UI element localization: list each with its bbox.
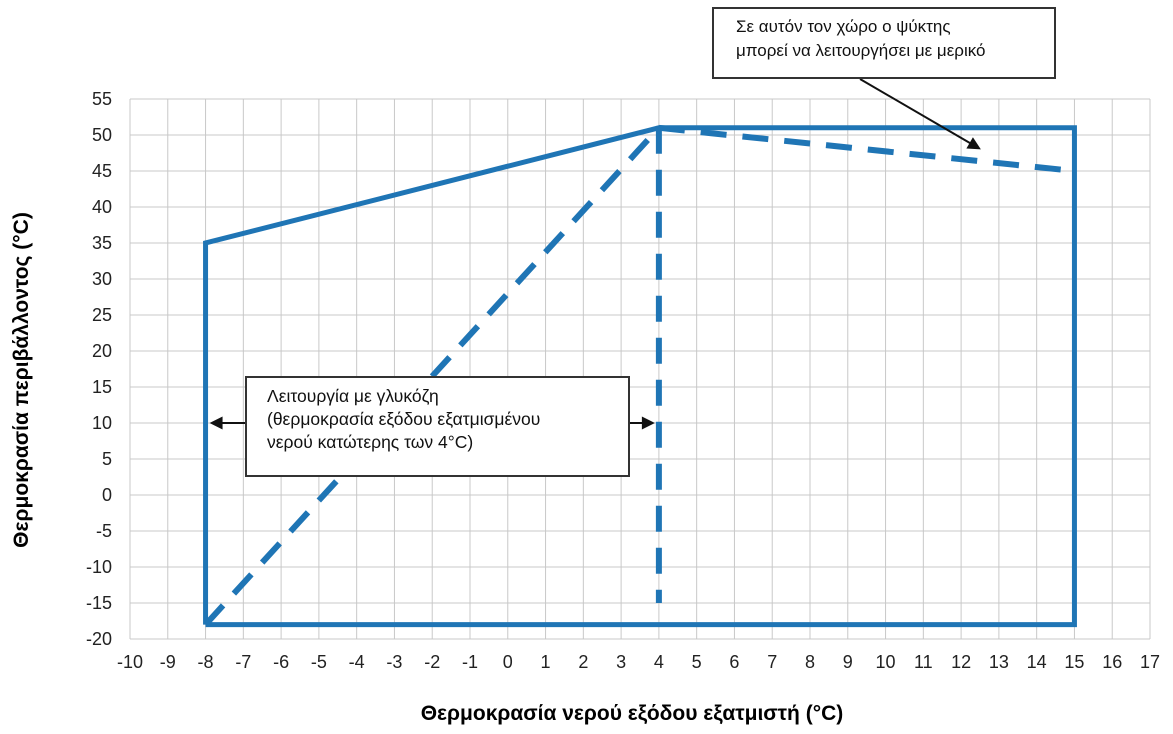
x-tick-label: -3: [386, 652, 402, 672]
grid: [129, 98, 1151, 640]
annotation-glucose-line-2: (θερμοκρασία εξόδου εξατμισμένου: [267, 409, 541, 429]
x-tick-label: 16: [1102, 652, 1122, 672]
y-tick-label: 55: [92, 89, 112, 109]
annotation-glucose: Λειτουργία με γλυκόζη (θερμοκρασία εξόδο…: [245, 376, 630, 477]
x-tick-label: -1: [462, 652, 478, 672]
annotation-glucose-line-1: Λειτουργία με γλυκόζη: [267, 386, 439, 406]
y-tick-label: -10: [86, 557, 112, 577]
x-tick-label: -4: [349, 652, 365, 672]
x-tick-label: -6: [273, 652, 289, 672]
x-tick-label: 3: [616, 652, 626, 672]
x-tick-label: -5: [311, 652, 327, 672]
x-tick-label: -2: [424, 652, 440, 672]
x-tick-label: 2: [578, 652, 588, 672]
y-tick-label: -20: [86, 629, 112, 649]
x-tick-label: -7: [235, 652, 251, 672]
y-tick-label: 35: [92, 233, 112, 253]
annotation-partial-line-2: μπορεί να λειτουργήσει με μερικό: [736, 41, 986, 60]
x-tick-label: -8: [198, 652, 214, 672]
y-tick-label: 45: [92, 161, 112, 181]
x-tick-label: 5: [692, 652, 702, 672]
y-tick-label: 15: [92, 377, 112, 397]
x-tick-label: 12: [951, 652, 971, 672]
y-tick-label: 20: [92, 341, 112, 361]
y-tick-label: -15: [86, 593, 112, 613]
x-tick-label: 9: [843, 652, 853, 672]
x-tick-label: 13: [989, 652, 1009, 672]
y-tick-label: 25: [92, 305, 112, 325]
y-tick-label: 0: [102, 485, 112, 505]
x-tick-label: -9: [160, 652, 176, 672]
y-tick-label: -5: [96, 521, 112, 541]
y-axis-title: Θερμοκρασία περιβάλλοντος (°C): [10, 212, 33, 548]
y-tick-label: 40: [92, 197, 112, 217]
partial-arrow-head: [966, 137, 981, 150]
x-tick-label: 14: [1027, 652, 1047, 672]
annotation-arrows: [209, 78, 981, 430]
y-tick-label: 5: [102, 449, 112, 469]
series-line-dashed-3: [658, 124, 1075, 174]
x-axis-title: Θερμοκρασία νερού εξόδου εξατμιστή (°C): [421, 702, 844, 725]
x-tick-label: 1: [541, 652, 551, 672]
x-tick-label: 4: [654, 652, 664, 672]
x-tick-label: 8: [805, 652, 815, 672]
annotation-glucose-line-3: νερού κατώτερης των 4°C): [267, 432, 474, 452]
x-tick-label: 0: [503, 652, 513, 672]
x-tick-label: 11: [914, 652, 933, 672]
y-tick-label: 10: [92, 413, 112, 433]
annotation-partial-load: Σε αυτόν τον χώρο ο ψύκτης μπορεί να λει…: [712, 7, 1056, 79]
x-tick-label: 7: [767, 652, 777, 672]
annotation-partial-line-1: Σε αυτόν τον χώρο ο ψύκτης: [736, 17, 951, 36]
x-tick-label: 17: [1140, 652, 1160, 672]
partial-arrow-shaft: [859, 78, 973, 146]
x-tick-label: 6: [729, 652, 739, 672]
tick-labels: -10 -9 -8 -7 -6 -5 -4 -3 -2 -1 0 1 2 3 4 5 6 7 8 9 10 11 12 13 1…: [86, 89, 1160, 672]
glucose-arrow-right-head: [641, 416, 655, 430]
series-line-solid-0: [203, 125, 1077, 628]
x-tick-label: -10: [117, 652, 143, 672]
y-tick-label: 30: [92, 269, 112, 289]
glucose-arrow-left-head: [209, 416, 223, 430]
x-tick-label: 15: [1064, 652, 1084, 672]
y-tick-label: 50: [92, 125, 112, 145]
x-tick-label: 10: [876, 652, 896, 672]
